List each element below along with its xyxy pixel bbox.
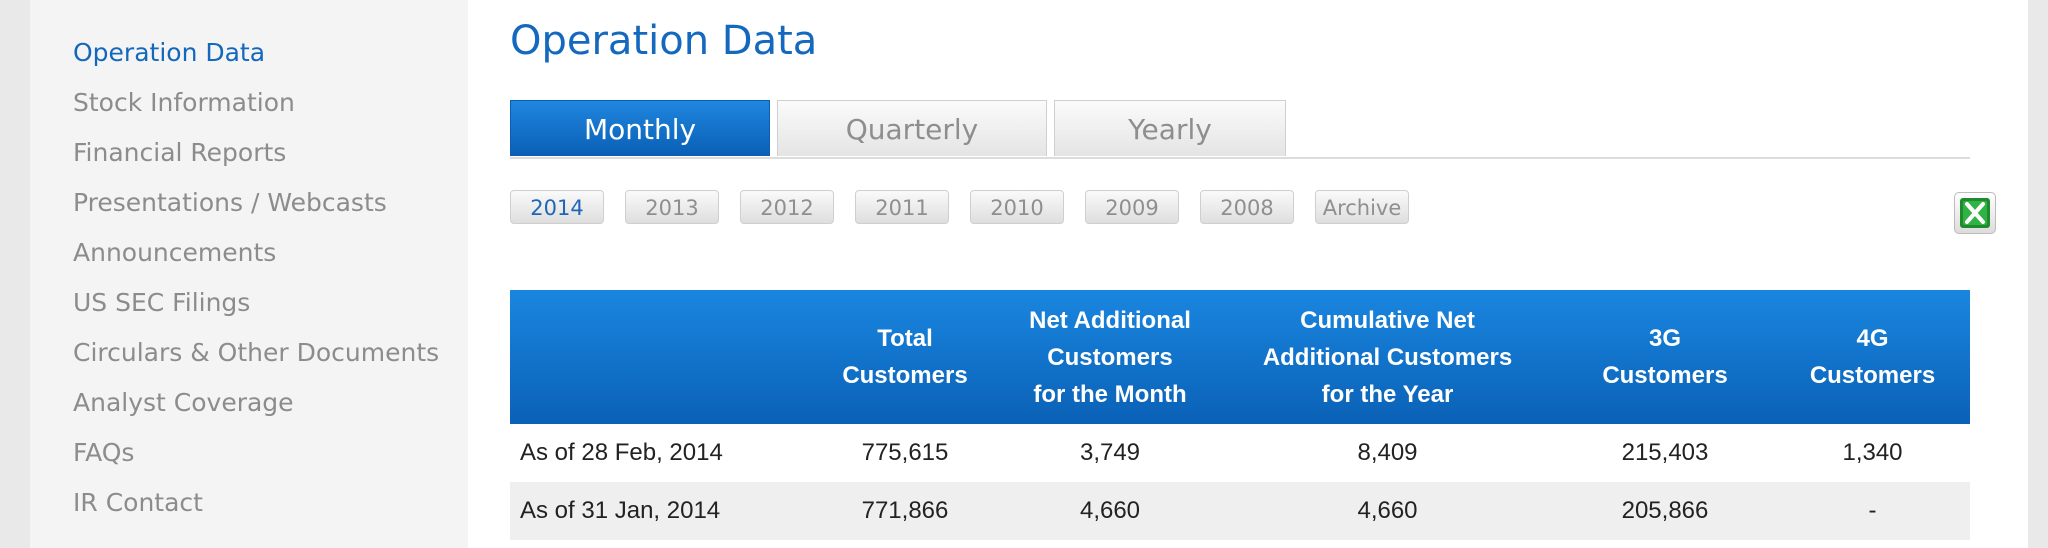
operation-data-table: Total Customers Net Additional Customers fo…	[510, 290, 1970, 540]
cell-3g-customers: 215,403	[1621, 439, 1709, 466]
header-total-customers: Total Customers	[842, 325, 968, 389]
sidebar-item-ir-contact[interactable]: IR Contact	[73, 488, 203, 517]
cell-total-customers: 775,615	[861, 439, 949, 466]
year-button-2014[interactable]: 2014	[510, 190, 604, 224]
tab-monthly[interactable]: Monthly	[510, 100, 770, 156]
sidebar-item-us-sec-filings[interactable]: US SEC Filings	[73, 288, 251, 317]
sidebar-item-circulars-other-documents[interactable]: Circulars & Other Documents	[73, 338, 440, 367]
cell-4g-customers: 1,340	[1842, 439, 1903, 466]
page-title: Operation Data	[510, 18, 818, 64]
year-button-2011[interactable]: 2011	[855, 190, 949, 224]
header-4g-customers: 4G Customers	[1809, 325, 1936, 389]
sidebar-item-operation-data[interactable]: Operation Data	[73, 38, 266, 67]
year-button-archive[interactable]: Archive	[1315, 190, 1409, 224]
header-3g-customers: 3G Customers	[1602, 325, 1728, 389]
sidebar-item-stock-information[interactable]: Stock Information	[73, 88, 295, 117]
excel-icon[interactable]	[1954, 192, 1996, 234]
year-button-2010[interactable]: 2010	[970, 190, 1064, 224]
tab-quarterly[interactable]: Quarterly	[777, 100, 1047, 156]
year-button-2012[interactable]: 2012	[740, 190, 834, 224]
sidebar-item-financial-reports[interactable]: Financial Reports	[73, 138, 287, 167]
tab-yearly[interactable]: Yearly	[1054, 100, 1286, 156]
sidebar-item-faqs[interactable]: FAQs	[73, 438, 135, 467]
table-row: As of 28 Feb, 2014 775,615 3,749 8,409 2…	[510, 424, 1970, 482]
sidebar-item-presentations-webcasts[interactable]: Presentations / Webcasts	[73, 188, 387, 217]
header-period	[510, 290, 810, 424]
cell-cumulative-net-additional-year: 4,660	[1357, 497, 1418, 524]
table-header: Total Customers Net Additional Customers fo…	[510, 290, 1970, 424]
sidebar-item-analyst-coverage[interactable]: Analyst Coverage	[73, 388, 294, 417]
cell-period: As of 28 Feb, 2014	[520, 439, 723, 466]
cell-4g-customers: -	[1868, 497, 1877, 524]
header-cumulative-net-additional-year: Cumulative Net Additional Customers for th…	[1262, 306, 1513, 408]
cell-3g-customers: 205,866	[1621, 497, 1709, 524]
cell-period: As of 31 Jan, 2014	[520, 497, 721, 524]
header-net-additional-month: Net Additional Customers for the Month	[1029, 306, 1191, 408]
main-content: Operation Data Monthly Quarterly Yearly …	[510, 0, 2000, 548]
cell-net-additional-month: 4,660	[1079, 497, 1141, 524]
year-button-2008[interactable]: 2008	[1200, 190, 1294, 224]
year-button-2013[interactable]: 2013	[625, 190, 719, 224]
cell-net-additional-month: 3,749	[1079, 439, 1141, 466]
year-button-2009[interactable]: 2009	[1085, 190, 1179, 224]
table-row: As of 31 Jan, 2014 771,866 4,660 4,660 2…	[510, 482, 1970, 540]
sidebar-item-announcements[interactable]: Announcements	[73, 238, 277, 267]
excel-icon-graphic	[1960, 198, 1990, 228]
cell-total-customers: 771,866	[861, 497, 949, 524]
page: Operation Data Stock Information Financi…	[30, 0, 2028, 548]
period-tabs: Monthly Quarterly Yearly	[510, 100, 1970, 159]
sidebar-menu: Operation Data Stock Information Financi…	[30, 0, 468, 528]
sidebar: Operation Data Stock Information Financi…	[30, 0, 468, 548]
cell-cumulative-net-additional-year: 8,409	[1357, 439, 1418, 466]
